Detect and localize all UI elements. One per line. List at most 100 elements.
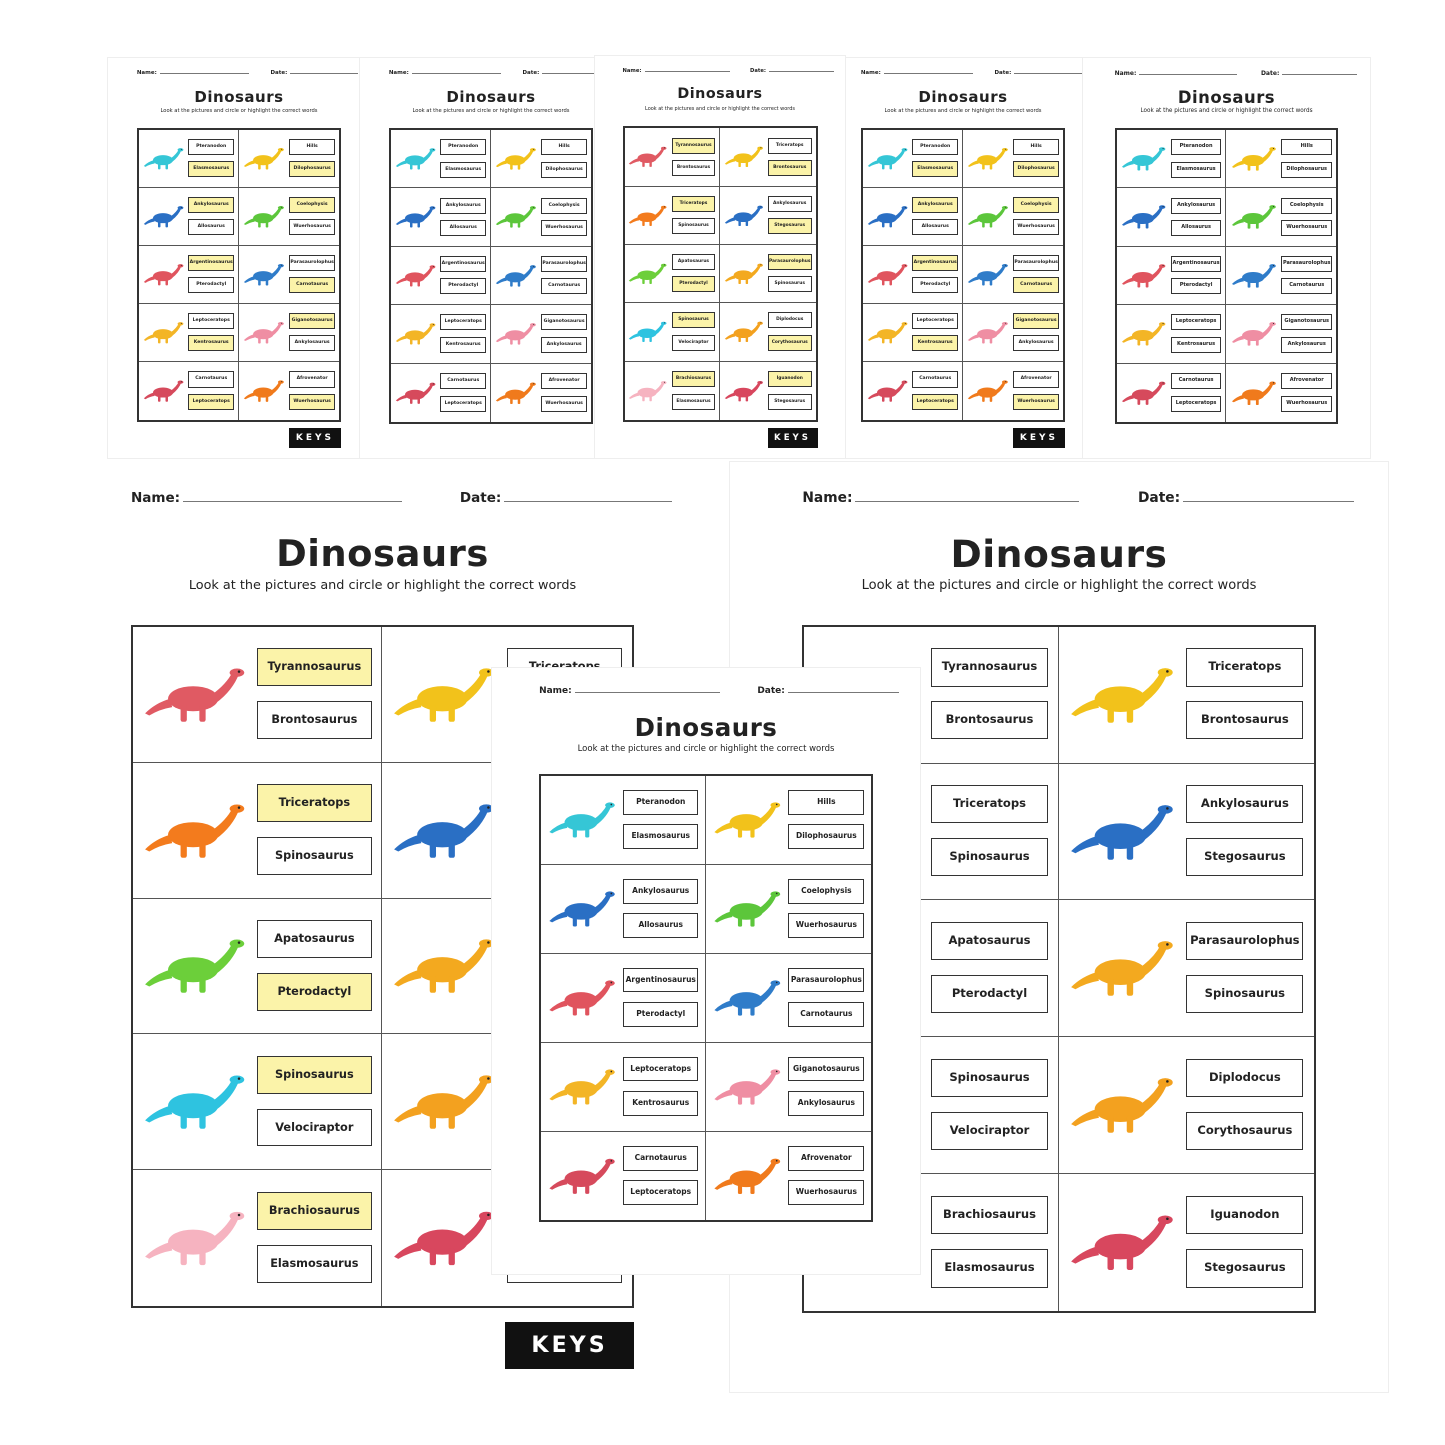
word-choice-button[interactable]: Elasmosaurus (671, 393, 716, 410)
word-choice-button[interactable]: Iguanodon (767, 370, 812, 388)
word-choice-button[interactable]: Carnotaurus (289, 277, 336, 294)
name-blank[interactable] (855, 500, 1080, 502)
word-choice-button[interactable]: Argentinosaurus (1171, 255, 1222, 273)
word-choice-button[interactable]: Triceratops (767, 137, 812, 154)
name-blank[interactable] (883, 73, 973, 74)
word-choice-button[interactable]: Hills (1281, 139, 1333, 156)
word-choice-button[interactable]: Spinosaurus (671, 312, 716, 329)
word-choice-button[interactable]: Dilophosaurus (1281, 161, 1333, 178)
word-choice-button[interactable]: Ankylosaurus (1281, 336, 1333, 353)
word-choice-button[interactable]: Velociraptor (671, 334, 716, 351)
date-blank[interactable] (542, 73, 611, 74)
word-choice-button[interactable]: Pterodactyl (188, 277, 234, 294)
word-choice-button[interactable]: Coelophysis (788, 878, 865, 904)
name-blank[interactable] (159, 73, 249, 74)
word-choice-button[interactable]: Dilophosaurus (289, 161, 336, 178)
word-choice-button[interactable]: Brachiosaurus (931, 1195, 1048, 1235)
name-blank[interactable] (1139, 74, 1237, 75)
date-blank[interactable] (1183, 500, 1355, 502)
word-choice-button[interactable]: Triceratops (1186, 648, 1304, 687)
word-choice-button[interactable]: Pteranodon (623, 790, 699, 815)
word-choice-button[interactable]: Leptoceratops (1171, 395, 1222, 413)
word-choice-button[interactable]: Brachiosaurus (257, 1192, 372, 1231)
word-choice-button[interactable]: Argentinosaurus (188, 255, 234, 272)
word-choice-button[interactable]: Allosaurus (1171, 219, 1222, 237)
word-choice-button[interactable]: Ankylosaurus (623, 878, 699, 904)
word-choice-button[interactable]: Triceratops (257, 784, 372, 822)
word-choice-button[interactable]: Giganotosaurus (1281, 314, 1333, 331)
word-choice-button[interactable]: Kentrosaurus (623, 1091, 699, 1116)
word-choice-button[interactable]: Spinosaurus (931, 1058, 1048, 1098)
word-choice-button[interactable]: Wuerhosaurus (1281, 219, 1333, 237)
word-choice-button[interactable]: Elasmosaurus (931, 1249, 1048, 1288)
word-choice-button[interactable]: Argentinosaurus (440, 255, 486, 273)
word-choice-button[interactable]: Coelophysis (1281, 197, 1333, 214)
word-choice-button[interactable]: Wuerhosaurus (788, 913, 865, 938)
word-choice-button[interactable]: Pterodactyl (671, 276, 716, 293)
date-blank[interactable] (1282, 74, 1357, 75)
word-choice-button[interactable]: Parasaurolophus (1186, 922, 1304, 961)
word-choice-button[interactable]: Argentinosaurus (623, 967, 699, 993)
word-choice-button[interactable]: Carnotaurus (188, 371, 234, 388)
word-choice-button[interactable]: Allosaurus (912, 219, 958, 236)
word-choice-button[interactable]: Wuerhosaurus (541, 395, 588, 413)
word-choice-button[interactable]: Ankylosaurus (1013, 335, 1060, 352)
word-choice-button[interactable]: Coelophysis (541, 197, 588, 214)
word-choice-button[interactable]: Coelophysis (1013, 197, 1060, 214)
word-choice-button[interactable]: Afrovenator (788, 1145, 865, 1171)
word-choice-button[interactable]: Carnotaurus (1281, 278, 1333, 295)
name-blank[interactable] (574, 692, 721, 694)
word-choice-button[interactable]: Dilophosaurus (541, 161, 588, 178)
word-choice-button[interactable]: Leptoceratops (440, 395, 486, 413)
word-choice-button[interactable]: Diplodocus (1186, 1058, 1304, 1098)
word-choice-button[interactable]: Stegosaurus (767, 218, 812, 235)
word-choice-button[interactable]: Hills (1013, 139, 1060, 156)
word-choice-button[interactable]: Kentrosaurus (1171, 336, 1222, 353)
word-choice-button[interactable]: Pteranodon (1171, 139, 1222, 156)
word-choice-button[interactable]: Carnotaurus (541, 278, 588, 295)
word-choice-button[interactable]: Spinosaurus (671, 218, 716, 235)
word-choice-button[interactable]: Leptoceratops (912, 393, 958, 411)
word-choice-button[interactable]: Stegosaurus (1186, 1249, 1304, 1288)
word-choice-button[interactable]: Pterodactyl (912, 277, 958, 294)
word-choice-button[interactable]: Pteranodon (440, 139, 486, 156)
word-choice-button[interactable]: Spinosaurus (257, 836, 372, 875)
word-choice-button[interactable]: Wuerhosaurus (1013, 393, 1060, 411)
word-choice-button[interactable]: Leptoceratops (912, 313, 958, 330)
word-choice-button[interactable]: Apatosaurus (671, 254, 716, 271)
word-choice-button[interactable]: Brontosaurus (931, 701, 1048, 740)
name-blank[interactable] (183, 500, 403, 502)
word-choice-button[interactable]: Pterodactyl (931, 975, 1048, 1014)
word-choice-button[interactable]: Spinosaurus (767, 276, 812, 293)
word-choice-button[interactable]: Wuerhosaurus (1013, 219, 1060, 236)
word-choice-button[interactable]: Iguanodon (1186, 1195, 1304, 1235)
word-choice-button[interactable]: Parasaurolophus (1281, 255, 1333, 273)
word-choice-button[interactable]: Tyrannosaurus (671, 137, 716, 154)
word-choice-button[interactable]: Ankylosaurus (767, 195, 812, 212)
word-choice-button[interactable]: Allosaurus (440, 219, 486, 237)
word-choice-button[interactable]: Leptoceratops (188, 393, 234, 411)
word-choice-button[interactable]: Kentrosaurus (188, 335, 234, 352)
word-choice-button[interactable]: Ankylosaurus (788, 1091, 865, 1116)
word-choice-button[interactable]: Carnotaurus (1171, 372, 1222, 390)
word-choice-button[interactable]: Leptoceratops (440, 314, 486, 331)
word-choice-button[interactable]: Hills (541, 139, 588, 156)
word-choice-button[interactable]: Leptoceratops (1171, 314, 1222, 331)
word-choice-button[interactable]: Pteranodon (188, 139, 234, 156)
word-choice-button[interactable]: Tyrannosaurus (931, 648, 1048, 687)
word-choice-button[interactable]: Corythosaurus (767, 334, 812, 351)
word-choice-button[interactable]: Coelophysis (289, 197, 336, 214)
word-choice-button[interactable]: Argentinosaurus (912, 255, 958, 272)
date-blank[interactable] (1014, 73, 1083, 74)
word-choice-button[interactable]: Stegosaurus (767, 393, 812, 410)
word-choice-button[interactable]: Tyrannosaurus (257, 648, 372, 687)
word-choice-button[interactable]: Ankylosaurus (1171, 197, 1222, 214)
word-choice-button[interactable]: Carnotaurus (788, 1002, 865, 1027)
word-choice-button[interactable]: Ankylosaurus (440, 197, 486, 214)
word-choice-button[interactable]: Leptoceratops (623, 1180, 699, 1206)
word-choice-button[interactable]: Elasmosaurus (623, 824, 699, 849)
word-choice-button[interactable]: Parasaurolophus (1013, 255, 1060, 272)
date-blank[interactable] (504, 500, 672, 502)
word-choice-button[interactable]: Elasmosaurus (912, 161, 958, 178)
word-choice-button[interactable]: Brontosaurus (257, 700, 372, 739)
